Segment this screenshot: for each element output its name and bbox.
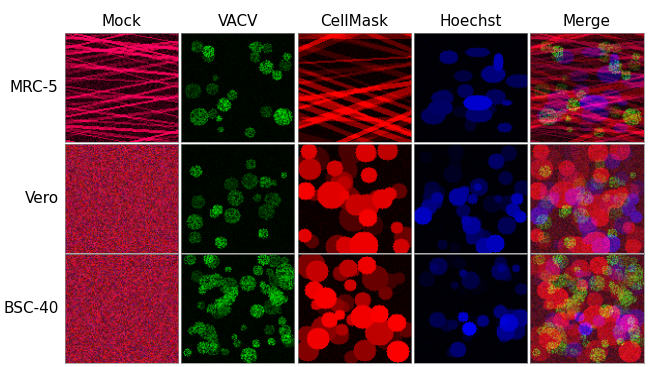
Text: Vero: Vero [25,191,58,206]
Text: Merge: Merge [563,14,611,29]
Text: Mock: Mock [101,14,142,29]
Text: MRC-5: MRC-5 [10,80,58,95]
Text: BSC-40: BSC-40 [3,301,58,316]
Text: Hoechst: Hoechst [439,14,502,29]
Text: CellMask: CellMask [320,14,388,29]
Text: VACV: VACV [218,14,258,29]
